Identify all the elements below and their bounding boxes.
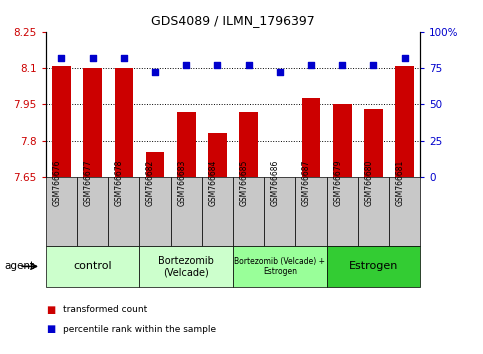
Text: Bortezomib (Velcade) +
Estrogen: Bortezomib (Velcade) + Estrogen (234, 257, 326, 276)
Text: ■: ■ (46, 324, 55, 334)
Text: Estrogen: Estrogen (349, 261, 398, 272)
Text: ■: ■ (46, 305, 55, 315)
Bar (46, 246, 140, 287)
Bar (327, 246, 420, 287)
Bar (327, 177, 358, 246)
Text: percentile rank within the sample: percentile rank within the sample (63, 325, 216, 334)
Bar (202, 177, 233, 246)
Point (183, 62, 190, 68)
Text: GSM766683: GSM766683 (177, 159, 186, 206)
Text: control: control (73, 261, 112, 272)
Text: GSM766678: GSM766678 (115, 159, 124, 206)
Text: GSM766681: GSM766681 (396, 159, 405, 206)
Text: transformed count: transformed count (63, 305, 147, 314)
Bar (77, 177, 108, 246)
Text: GSM766679: GSM766679 (333, 159, 342, 206)
Bar (208, 133, 227, 177)
Bar (358, 177, 389, 246)
Text: GSM766680: GSM766680 (364, 159, 373, 206)
Point (307, 62, 315, 68)
Text: Bortezomib
(Velcade): Bortezomib (Velcade) (158, 256, 214, 277)
Bar (114, 68, 133, 177)
Point (276, 70, 284, 75)
Bar (170, 177, 202, 246)
Point (339, 62, 346, 68)
Bar (395, 66, 414, 177)
Bar (177, 112, 196, 177)
Bar (239, 112, 258, 177)
Bar (140, 246, 233, 287)
Bar (333, 104, 352, 177)
Bar (233, 246, 327, 287)
Text: GSM766677: GSM766677 (84, 159, 93, 206)
Text: GSM766685: GSM766685 (240, 159, 249, 206)
Bar (108, 177, 140, 246)
Text: GSM766686: GSM766686 (271, 159, 280, 206)
Point (245, 62, 253, 68)
Text: GDS4089 / ILMN_1796397: GDS4089 / ILMN_1796397 (151, 14, 315, 27)
Text: GSM766687: GSM766687 (302, 159, 311, 206)
Point (120, 55, 128, 61)
Point (151, 70, 159, 75)
Bar (364, 109, 383, 177)
Bar (264, 177, 296, 246)
Bar (46, 177, 77, 246)
Point (213, 62, 221, 68)
Point (369, 62, 377, 68)
Text: GSM766682: GSM766682 (146, 159, 155, 206)
Text: GSM766684: GSM766684 (209, 159, 217, 206)
Bar (389, 177, 420, 246)
Point (57, 55, 65, 61)
Bar (233, 177, 264, 246)
Point (401, 55, 409, 61)
Text: GSM766676: GSM766676 (53, 159, 61, 206)
Bar (52, 66, 71, 177)
Bar (84, 68, 102, 177)
Bar (302, 98, 320, 177)
Bar (296, 177, 327, 246)
Bar (140, 177, 170, 246)
Text: agent: agent (5, 261, 35, 272)
Bar (146, 152, 164, 177)
Point (89, 55, 97, 61)
